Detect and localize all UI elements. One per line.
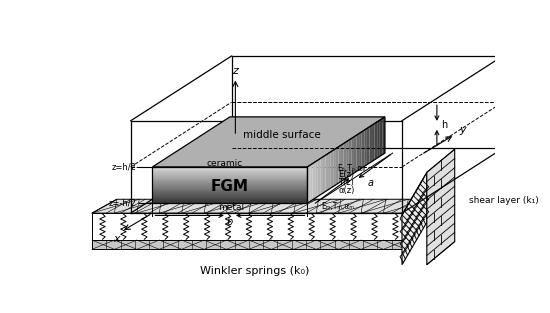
Polygon shape (152, 202, 307, 203)
Text: y: y (459, 125, 466, 135)
Polygon shape (356, 134, 359, 172)
Polygon shape (375, 122, 377, 160)
Polygon shape (152, 198, 307, 199)
Text: z=-h/2: z=-h/2 (109, 199, 137, 208)
Polygon shape (92, 213, 406, 240)
Polygon shape (315, 160, 318, 198)
Text: FGM: FGM (211, 179, 249, 194)
Polygon shape (152, 188, 307, 189)
Polygon shape (382, 117, 385, 155)
Polygon shape (152, 200, 307, 201)
Polygon shape (152, 191, 307, 192)
Polygon shape (152, 189, 307, 190)
Polygon shape (323, 155, 326, 193)
Polygon shape (152, 183, 307, 184)
Polygon shape (152, 167, 307, 168)
Text: z=h/2: z=h/2 (112, 162, 137, 172)
Polygon shape (152, 196, 307, 197)
Polygon shape (380, 119, 382, 156)
Text: Eₒ,Tₒ,αₑ: Eₒ,Tₒ,αₑ (337, 164, 365, 173)
Polygon shape (152, 181, 307, 182)
Polygon shape (152, 172, 307, 173)
Text: middle surface: middle surface (243, 130, 321, 140)
Polygon shape (402, 172, 427, 265)
Polygon shape (333, 149, 336, 187)
Text: b: b (227, 217, 233, 227)
Polygon shape (351, 137, 354, 175)
Polygon shape (367, 127, 370, 165)
Polygon shape (152, 171, 307, 172)
Polygon shape (152, 177, 307, 178)
Polygon shape (152, 178, 307, 179)
Polygon shape (152, 117, 385, 167)
Polygon shape (152, 168, 307, 169)
Polygon shape (152, 173, 307, 174)
Polygon shape (152, 201, 307, 202)
Text: Winkler springs (k₀): Winkler springs (k₀) (200, 266, 310, 276)
Polygon shape (326, 154, 328, 192)
Polygon shape (152, 187, 307, 188)
Polygon shape (152, 174, 307, 175)
Polygon shape (152, 184, 307, 185)
Polygon shape (152, 170, 307, 171)
Polygon shape (338, 145, 341, 183)
Polygon shape (307, 165, 310, 203)
Polygon shape (152, 175, 307, 176)
Polygon shape (364, 129, 367, 167)
Text: E(z): E(z) (338, 170, 355, 179)
Polygon shape (310, 164, 312, 202)
Polygon shape (152, 169, 307, 170)
Polygon shape (377, 120, 380, 158)
Polygon shape (372, 124, 375, 162)
Text: z: z (233, 66, 238, 76)
Polygon shape (152, 192, 307, 193)
Polygon shape (152, 185, 307, 186)
Text: h: h (442, 120, 448, 130)
Polygon shape (152, 182, 307, 183)
Polygon shape (92, 240, 406, 249)
Polygon shape (152, 194, 307, 195)
Polygon shape (359, 132, 362, 170)
Polygon shape (152, 179, 307, 180)
Text: metal: metal (218, 203, 245, 212)
Text: x: x (113, 233, 120, 244)
Polygon shape (370, 125, 372, 163)
Text: ceramic: ceramic (207, 159, 243, 168)
Polygon shape (318, 159, 320, 197)
Text: shear layer (k₁): shear layer (k₁) (470, 196, 539, 205)
Polygon shape (349, 139, 351, 177)
Polygon shape (320, 157, 323, 195)
Text: a: a (368, 178, 374, 188)
Polygon shape (341, 144, 344, 182)
Polygon shape (346, 140, 349, 178)
Polygon shape (354, 135, 356, 173)
Polygon shape (152, 186, 307, 187)
Polygon shape (328, 152, 331, 190)
Polygon shape (92, 199, 431, 213)
Polygon shape (152, 176, 307, 177)
Polygon shape (152, 180, 307, 181)
Polygon shape (331, 150, 333, 188)
Polygon shape (152, 195, 307, 196)
Text: α(z): α(z) (338, 186, 355, 194)
Polygon shape (152, 193, 307, 194)
Polygon shape (336, 147, 338, 185)
Polygon shape (312, 162, 315, 200)
Polygon shape (427, 149, 455, 265)
Polygon shape (344, 142, 346, 180)
Polygon shape (152, 197, 307, 198)
Polygon shape (152, 199, 307, 200)
Polygon shape (362, 130, 364, 168)
Text: Eₘ,Tₘ,αₘ: Eₘ,Tₘ,αₘ (321, 203, 354, 212)
Text: T(z): T(z) (338, 178, 354, 187)
Polygon shape (152, 190, 307, 191)
